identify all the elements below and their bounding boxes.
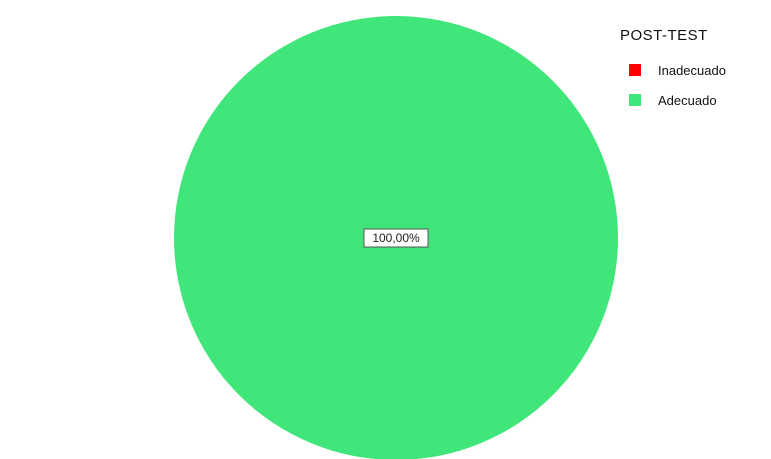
data-labels: 100,00% bbox=[363, 228, 429, 248]
legend-label-adecuado: Adecuado bbox=[658, 93, 717, 108]
legend-swatch-adecuado bbox=[629, 94, 641, 106]
data-label-box bbox=[363, 228, 429, 248]
legend: POST-TEST Inadecuado Adecuado bbox=[620, 27, 726, 108]
legend-title: POST-TEST bbox=[620, 27, 708, 44]
legend-label-inadecuado: Inadecuado bbox=[658, 63, 726, 78]
data-label-text: 100,00% bbox=[372, 231, 420, 245]
data-label: 100,00% bbox=[363, 228, 429, 248]
legend-swatch-inadecuado bbox=[629, 64, 641, 76]
